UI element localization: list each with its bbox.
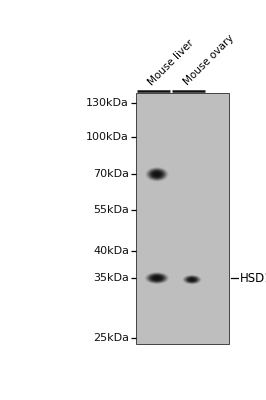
Ellipse shape [153, 172, 161, 177]
Ellipse shape [155, 173, 159, 176]
Ellipse shape [154, 172, 160, 176]
Ellipse shape [184, 276, 200, 284]
Ellipse shape [154, 276, 160, 280]
Ellipse shape [185, 276, 198, 283]
Ellipse shape [189, 278, 195, 281]
Text: Mouse ovary: Mouse ovary [182, 34, 236, 88]
Ellipse shape [187, 277, 197, 282]
Ellipse shape [149, 169, 165, 179]
Text: 25kDa: 25kDa [93, 333, 129, 343]
Text: 130kDa: 130kDa [86, 98, 129, 108]
Ellipse shape [148, 169, 166, 180]
Ellipse shape [190, 279, 194, 280]
Ellipse shape [149, 274, 165, 282]
Ellipse shape [153, 276, 161, 280]
Ellipse shape [190, 278, 194, 281]
Ellipse shape [183, 275, 201, 284]
Text: HSD17B7: HSD17B7 [239, 272, 266, 284]
Ellipse shape [146, 168, 168, 181]
Ellipse shape [146, 272, 168, 284]
Ellipse shape [148, 274, 166, 283]
Ellipse shape [145, 167, 169, 182]
Ellipse shape [150, 170, 164, 178]
Text: 100kDa: 100kDa [86, 132, 129, 142]
Text: 70kDa: 70kDa [93, 169, 129, 179]
Text: 55kDa: 55kDa [93, 205, 129, 215]
Ellipse shape [191, 279, 193, 280]
Text: Mouse liver: Mouse liver [147, 38, 196, 88]
Ellipse shape [156, 174, 158, 175]
Ellipse shape [185, 276, 199, 283]
Ellipse shape [155, 277, 159, 279]
Ellipse shape [150, 274, 164, 282]
Ellipse shape [151, 275, 163, 281]
Ellipse shape [152, 276, 162, 281]
Ellipse shape [152, 171, 162, 177]
Text: 35kDa: 35kDa [93, 273, 129, 283]
Ellipse shape [186, 277, 198, 282]
Bar [136, 93, 229, 344]
Ellipse shape [147, 273, 167, 283]
Ellipse shape [188, 278, 196, 282]
Text: 40kDa: 40kDa [93, 246, 129, 256]
Ellipse shape [151, 170, 163, 178]
Ellipse shape [145, 272, 169, 284]
Ellipse shape [147, 168, 167, 180]
